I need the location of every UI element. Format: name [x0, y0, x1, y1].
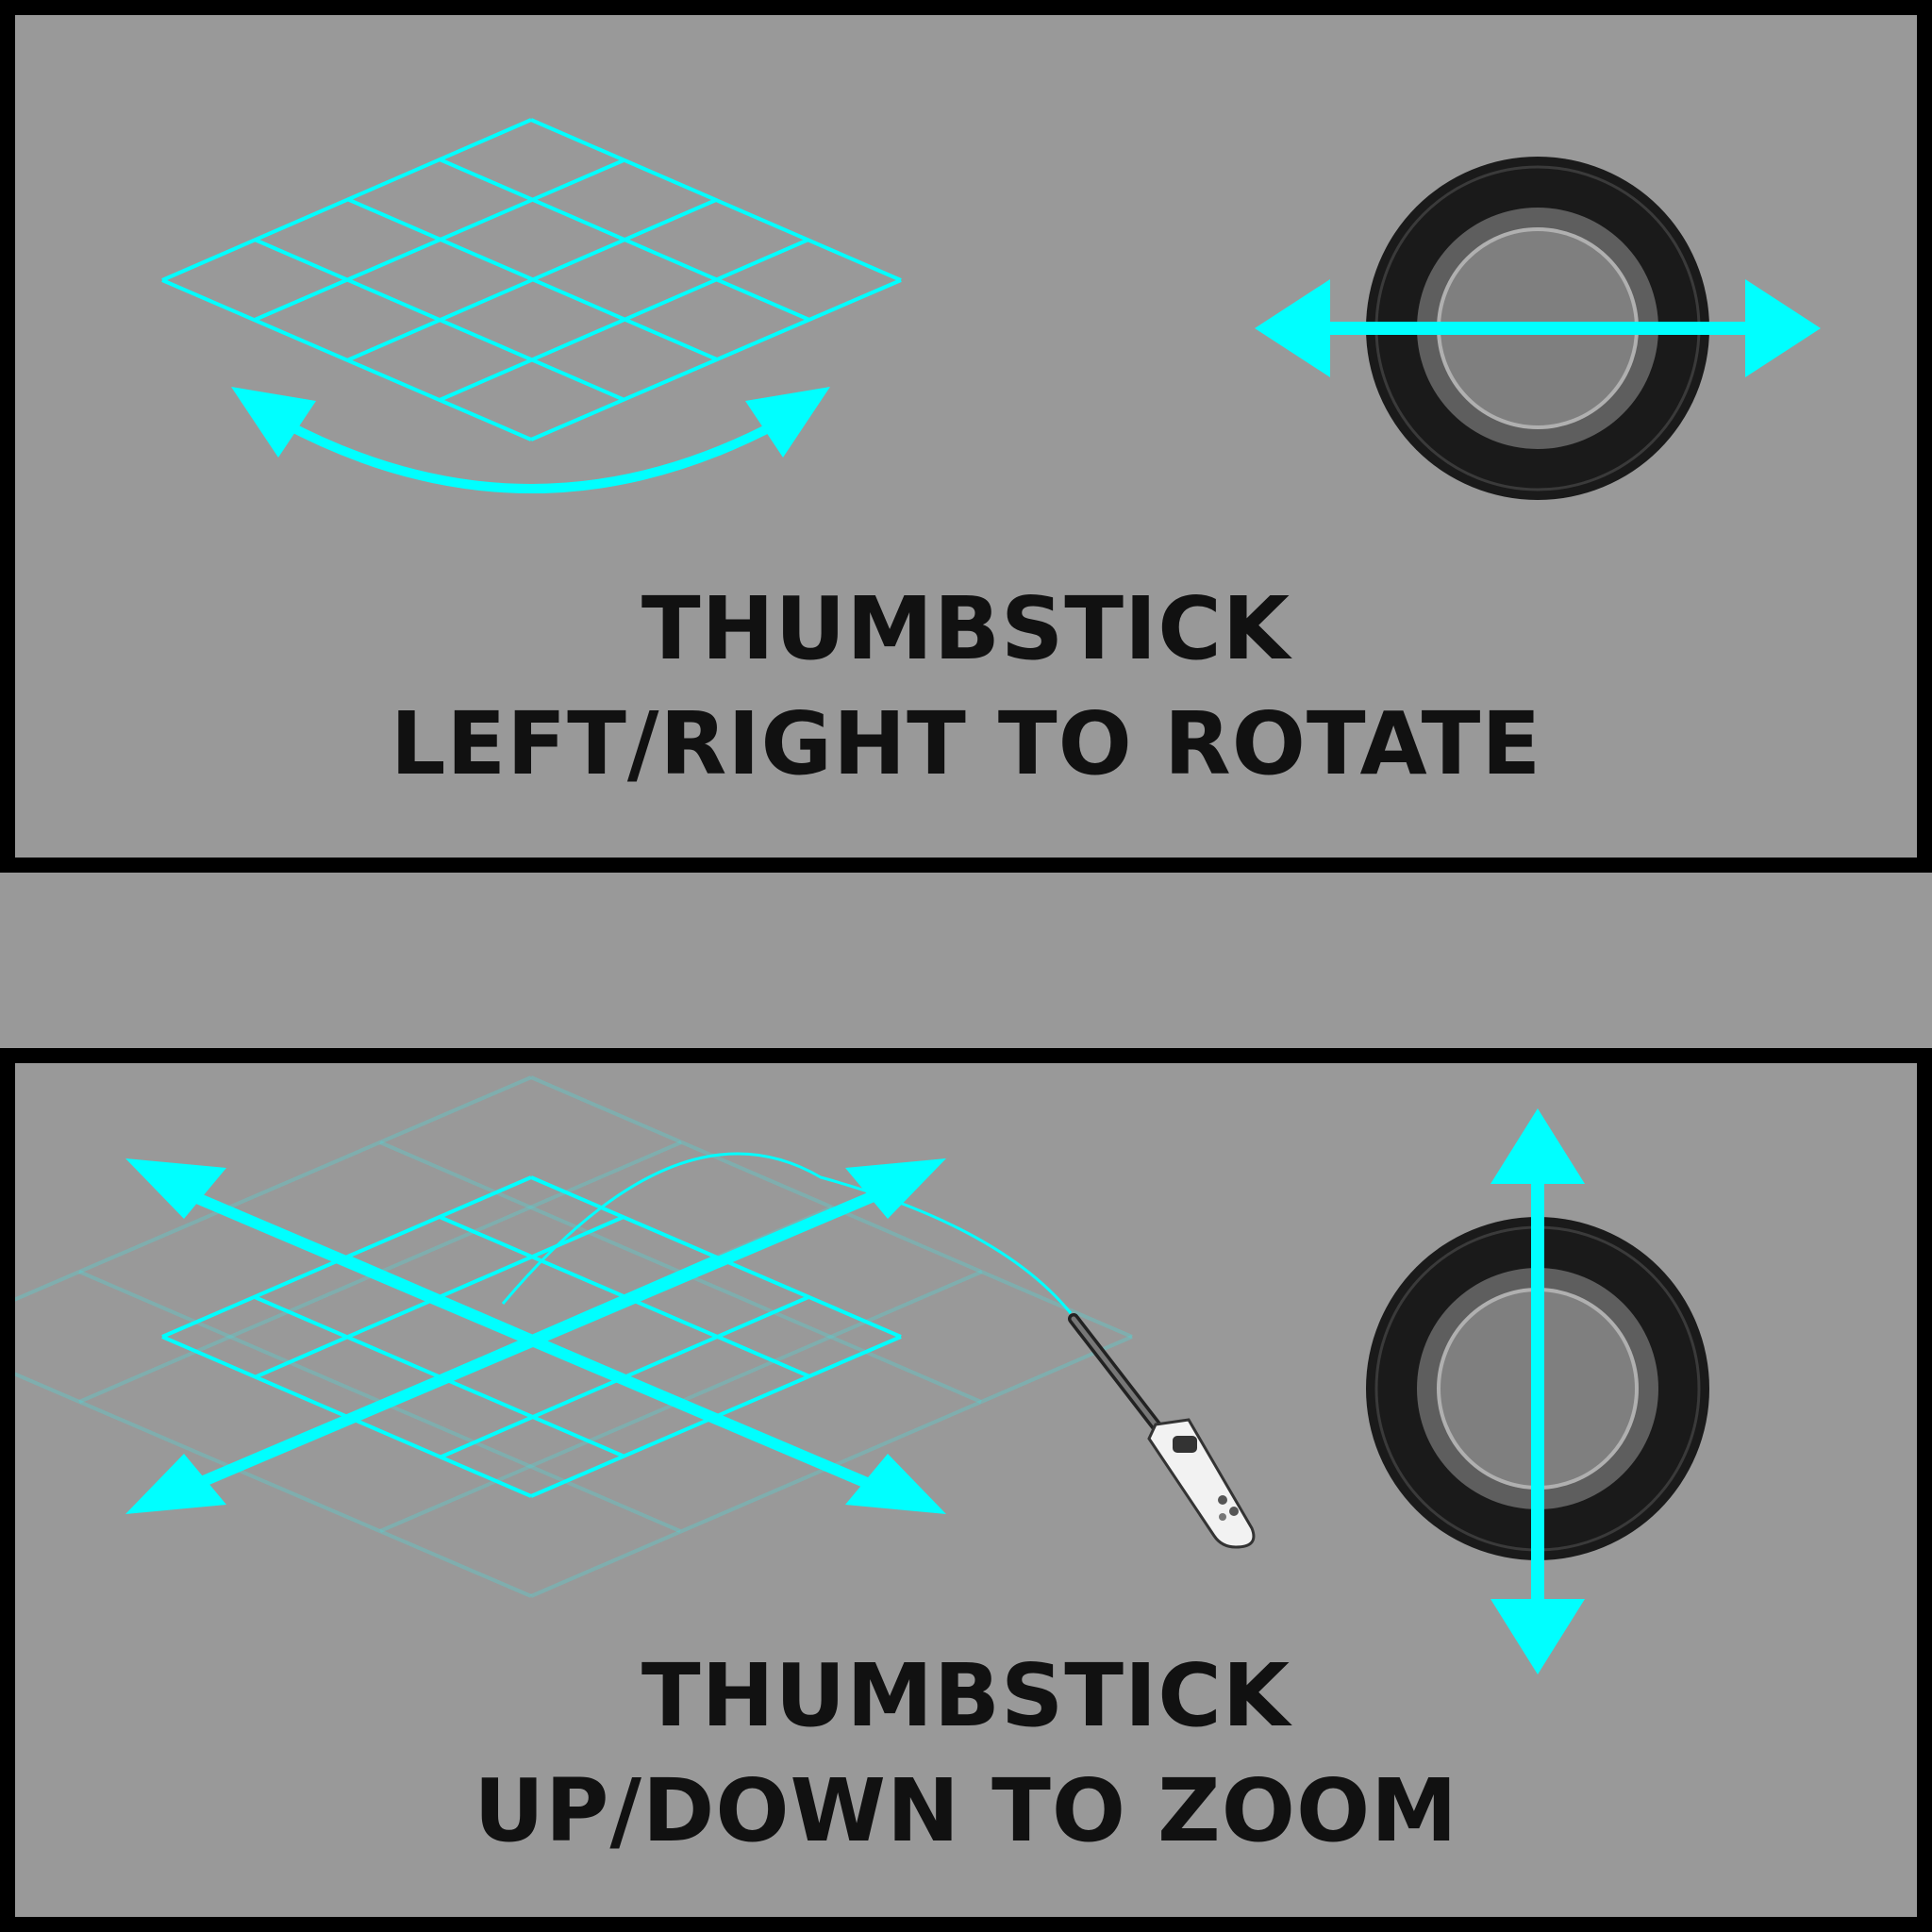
- vr-controller-icon: [1068, 1313, 1256, 1549]
- horizontal-arrow-icon: [1255, 279, 1821, 377]
- rotate-title: THUMBSTICK: [641, 578, 1291, 679]
- grid-icon: [161, 118, 902, 441]
- curved-double-arrow-icon: [231, 387, 830, 493]
- zoom-instruction: UP/DOWN TO ZOOM: [474, 1760, 1458, 1861]
- pointer-ray-icon: [501, 1152, 1073, 1314]
- zoom-title: THUMBSTICK: [641, 1645, 1291, 1746]
- faded-grid-icon: [15, 1075, 1133, 1598]
- rotate-caption: THUMBSTICK LEFT/RIGHT TO ROTATE: [15, 572, 1917, 802]
- expand-arrows-icon: [125, 1158, 946, 1514]
- rotate-panel: THUMBSTICK LEFT/RIGHT TO ROTATE: [0, 0, 1932, 873]
- vertical-arrow-icon: [1491, 1108, 1585, 1674]
- rotate-instruction: LEFT/RIGHT TO ROTATE: [390, 693, 1542, 794]
- zoom-caption: THUMBSTICK UP/DOWN TO ZOOM: [15, 1639, 1917, 1869]
- zoom-panel: THUMBSTICK UP/DOWN TO ZOOM: [0, 1048, 1932, 1932]
